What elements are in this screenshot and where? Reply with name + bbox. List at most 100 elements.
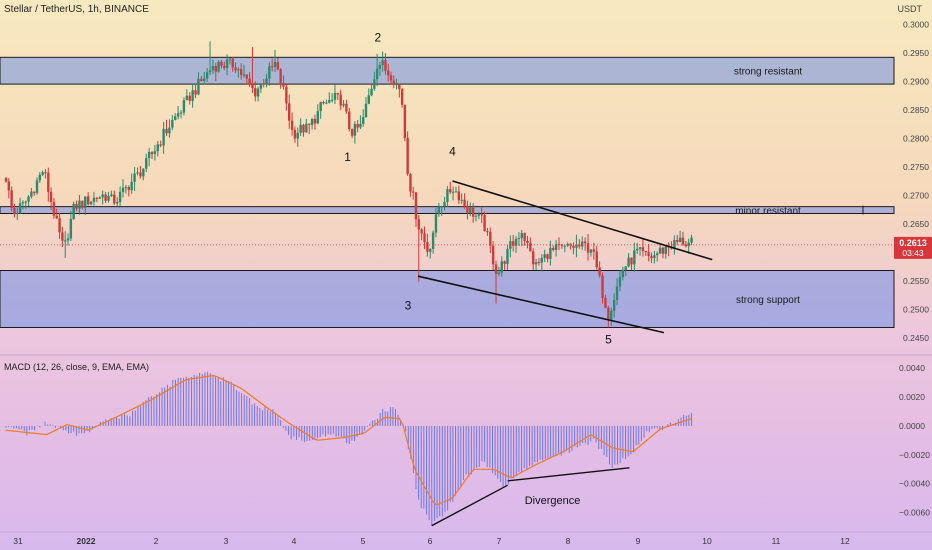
candle-body	[345, 103, 348, 112]
candle-body	[409, 174, 412, 192]
candle-body	[13, 208, 16, 215]
candle-body	[55, 215, 58, 219]
price-tick-label: 0.2550	[903, 276, 929, 286]
candle-body	[159, 144, 162, 146]
candle-body	[328, 100, 331, 103]
candle-body	[514, 238, 518, 246]
candle-body	[434, 214, 438, 233]
candle-body	[118, 191, 122, 203]
candle-body	[194, 90, 197, 95]
candle-body	[38, 174, 42, 181]
candle-body	[480, 214, 483, 216]
candle-body	[348, 111, 351, 130]
candle-body	[403, 104, 407, 138]
candle-body	[460, 199, 463, 201]
candle-body	[644, 250, 647, 253]
macd-tick-label: 0.0040	[899, 363, 925, 373]
candle-body	[451, 191, 455, 193]
candle-body	[127, 187, 130, 191]
candle-body	[381, 60, 384, 66]
candle-body	[176, 113, 180, 117]
candle-body	[41, 172, 44, 175]
candle-body	[299, 124, 302, 133]
candle-body	[554, 244, 558, 250]
candle-body	[72, 203, 75, 219]
candle-body	[474, 215, 478, 217]
candle-body	[690, 237, 693, 243]
candle-body	[486, 231, 489, 233]
candle-body	[503, 261, 506, 264]
candle-body	[429, 248, 432, 252]
candle-body	[92, 197, 96, 202]
macd-tick-label: −0.0060	[899, 508, 930, 518]
candle-body	[61, 232, 64, 241]
candle-body	[387, 70, 390, 76]
candle-body	[364, 103, 368, 118]
candle-body	[165, 128, 168, 134]
candle-body	[375, 68, 379, 80]
price-tick-label: 0.2500	[903, 304, 929, 314]
wave-label-1: 1	[344, 150, 351, 164]
candle-body	[546, 254, 549, 259]
time-tick-label: 5	[361, 536, 366, 546]
wave-label-5: 5	[605, 332, 612, 346]
candle-body	[75, 203, 78, 209]
candle-body	[58, 218, 61, 233]
candle-body	[282, 84, 285, 87]
candle-body	[234, 67, 237, 71]
candle-body	[113, 194, 116, 204]
candle-body	[457, 191, 461, 201]
current-price-badge	[894, 236, 932, 259]
candle-body	[305, 123, 308, 133]
candle-body	[333, 92, 337, 100]
macd-panel: Divergence	[5, 371, 693, 527]
candle-body	[681, 237, 685, 245]
candle-body	[511, 241, 515, 246]
candle-body	[316, 111, 320, 124]
wave-label-3: 3	[405, 298, 412, 312]
time-tick-label: 31	[13, 536, 23, 546]
candle-body	[84, 196, 87, 208]
candle-body	[308, 123, 311, 125]
candle-body	[142, 168, 145, 177]
candle-body	[101, 194, 104, 198]
candle-body	[182, 100, 186, 113]
candle-body	[285, 86, 288, 104]
candle-body	[214, 66, 217, 72]
candle-body	[191, 90, 194, 101]
price-tick-label: 0.2950	[903, 48, 929, 58]
macd-signal-line	[5, 374, 692, 506]
candle-body	[153, 151, 157, 154]
candle-body	[239, 69, 243, 76]
candle-body	[86, 196, 90, 205]
candle-body	[471, 207, 475, 217]
candle-body	[367, 95, 370, 104]
candle-body	[412, 191, 415, 193]
candle-body	[174, 116, 177, 120]
candle-body	[69, 218, 73, 239]
candle-body	[406, 137, 409, 175]
macd-tick-label: −0.0040	[899, 479, 930, 489]
time-tick-label: 4	[292, 536, 297, 546]
candle-body	[203, 78, 206, 81]
candle-body	[66, 238, 70, 241]
candle-body	[217, 61, 220, 72]
trendline-2	[417, 275, 665, 334]
candle-body	[21, 202, 25, 204]
candle-body	[18, 203, 22, 213]
chart-title: Stellar / TetherUS, 1h, BINANCE	[4, 4, 149, 15]
candle-body	[242, 74, 246, 76]
candle-body	[431, 232, 435, 249]
candle-body	[684, 244, 688, 247]
candle-body	[265, 78, 268, 85]
time-tick-label: 7	[497, 536, 502, 546]
candle-body	[89, 201, 93, 205]
candle-body	[104, 194, 107, 201]
price-tick-label: 0.2900	[903, 76, 929, 86]
candle-body	[520, 232, 523, 239]
candle-body	[350, 129, 354, 136]
candle-body	[188, 95, 191, 101]
macd-tick-label: 0.0000	[899, 421, 925, 431]
candle-body	[336, 92, 340, 95]
candle-body	[557, 244, 561, 246]
